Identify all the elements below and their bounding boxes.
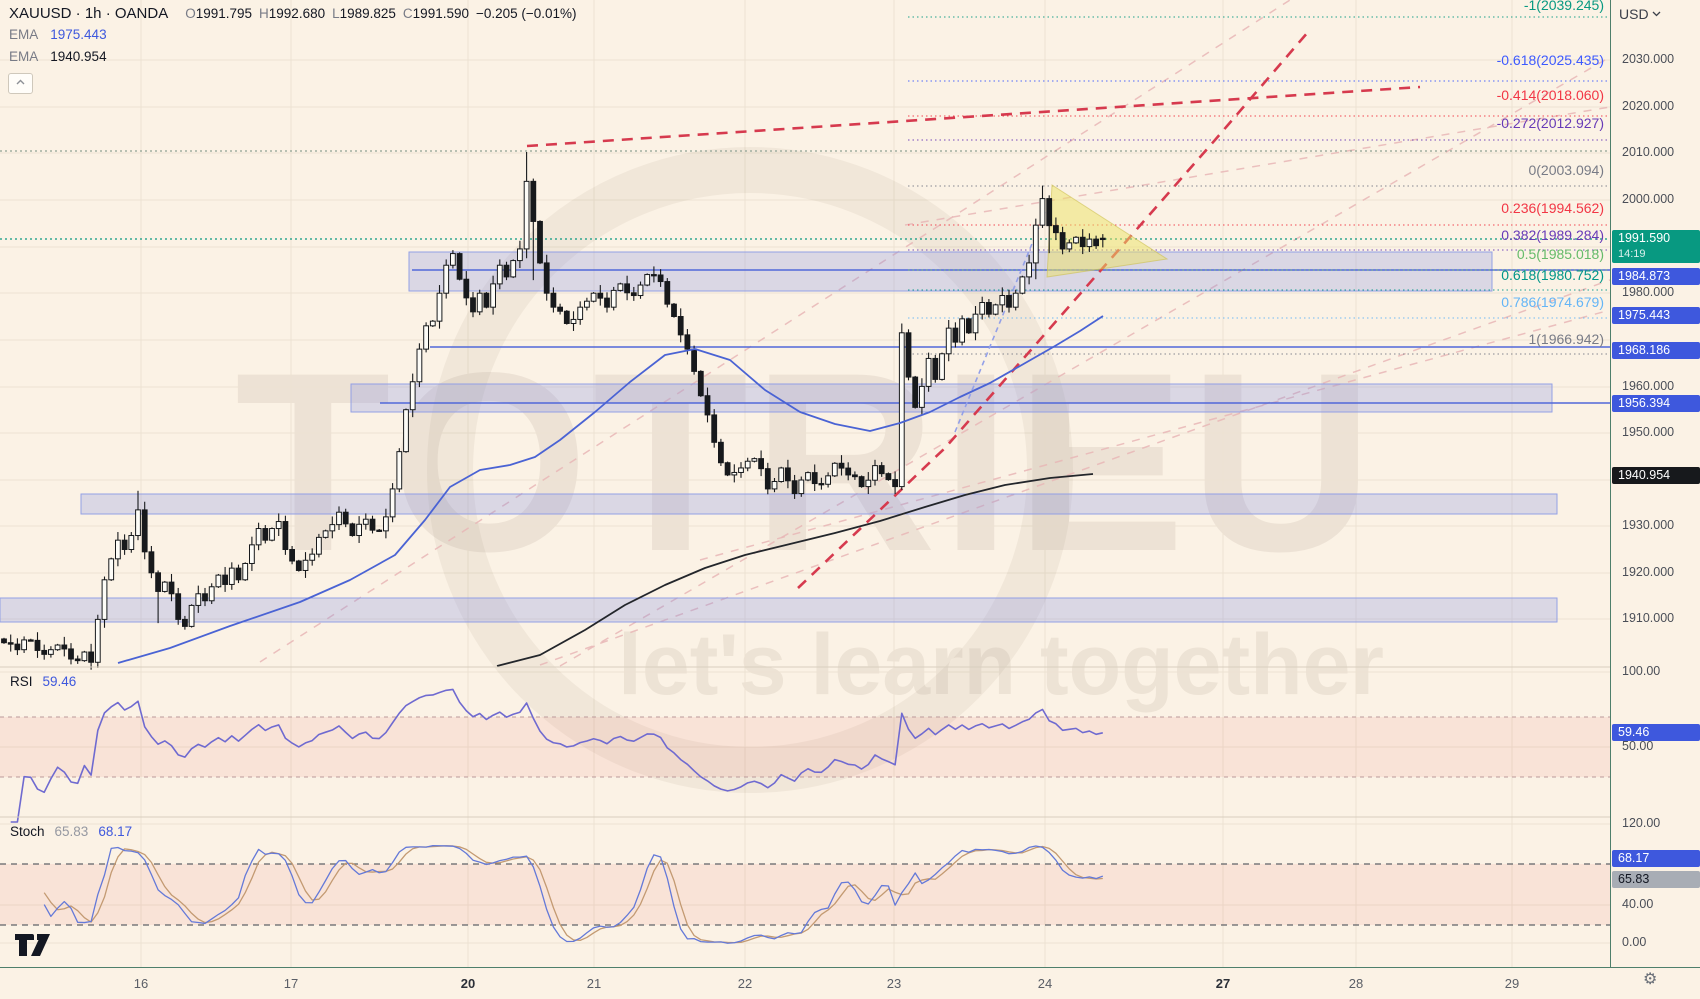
symbol-title[interactable]: XAUUSD · 1h · OANDA — [9, 5, 169, 22]
price-label: 65.83 — [1612, 871, 1700, 888]
price-scale-tick: 40.00 — [1622, 897, 1654, 911]
chevron-up-icon — [16, 79, 25, 85]
price-scale-tick: 1950.000 — [1622, 425, 1675, 439]
fib-level-label: 0.618(1980.752) — [1501, 267, 1604, 283]
price-scale-tick: 2000.000 — [1622, 192, 1675, 206]
open-key: O — [185, 6, 196, 21]
high-key: H — [259, 6, 269, 21]
fib-level-label: 0.5(1985.018) — [1516, 246, 1604, 262]
price-label: 59.46 — [1612, 724, 1700, 741]
price-label: 1984.873 — [1612, 268, 1700, 285]
price-label: 1968.186 — [1612, 342, 1700, 359]
watermark-title: TOTRIEU — [235, 320, 1378, 605]
fib-level-label: -0.272(2012.927) — [1496, 115, 1604, 131]
price-scale-tick: 50.00 — [1622, 739, 1654, 753]
price-scale-tick: 2020.000 — [1622, 99, 1675, 113]
time-axis-label: 29 — [1504, 976, 1520, 991]
symbol-legend: XAUUSD · 1h · OANDA O1991.795 H1992.680 L19… — [9, 5, 577, 66]
time-axis-label: 16 — [133, 976, 149, 991]
tradingview-logo[interactable] — [14, 931, 62, 959]
price-scale-tick: 0.00 — [1622, 935, 1647, 949]
price-scale-tick: 1920.000 — [1622, 565, 1675, 579]
close-key: C — [402, 6, 413, 21]
time-axis-label: 28 — [1348, 976, 1364, 991]
price-scale-tick: 1930.000 — [1622, 518, 1675, 532]
price-scale-tick: 120.00 — [1622, 816, 1661, 830]
currency-selector[interactable]: USD — [1619, 6, 1661, 22]
open-value: 1991.795 — [195, 6, 253, 21]
change-value: −0.205 (−0.01%) — [475, 6, 577, 21]
ema-fast-label: EMA — [9, 27, 39, 42]
time-axis-label: 17 — [283, 976, 299, 991]
price-scale-tick: 1980.000 — [1622, 285, 1675, 299]
low-value: 1989.825 — [339, 6, 396, 21]
fib-level-label: -0.618(2025.435) — [1496, 52, 1604, 68]
chevron-down-icon — [1652, 11, 1661, 17]
price-label: 1975.443 — [1612, 307, 1700, 324]
chart-canvas[interactable] — [0, 0, 1610, 967]
time-axis-label: 27 — [1215, 976, 1231, 991]
price-label: 1991.590 14:19 — [1612, 230, 1700, 263]
time-axis-label: 23 — [886, 976, 902, 991]
countdown-timer: 14:19 — [1618, 248, 1646, 260]
price-label: 1956.394 — [1612, 395, 1700, 412]
fib-level-label: 0(2003.094) — [1528, 162, 1604, 178]
time-axis-label: 21 — [586, 976, 602, 991]
ema-slow-value: 1940.954 — [50, 49, 107, 64]
low-key: L — [332, 6, 340, 21]
currency-label: USD — [1619, 6, 1649, 22]
price-scale-tick: 100.00 — [1622, 664, 1661, 678]
time-axis-label: 22 — [737, 976, 753, 991]
stoch-label: Stoch — [10, 824, 45, 839]
ema-legend-slow[interactable]: EMA 1940.954 — [9, 49, 577, 66]
time-axis[interactable]: 16 17 20 21 22 23 24 27 28 29 — [0, 967, 1700, 999]
time-axis-label: 20 — [460, 976, 476, 991]
rsi-value: 59.46 — [42, 674, 77, 689]
price-label: 1940.954 — [1612, 467, 1700, 484]
fib-level-label: -0.414(2018.060) — [1496, 87, 1604, 103]
high-value: 1992.680 — [268, 6, 326, 21]
fib-level-label: 0.382(1989.284) — [1501, 227, 1604, 243]
fib-level-label: 0.236(1994.562) — [1501, 200, 1604, 216]
ema-fast-value: 1975.443 — [50, 27, 107, 42]
collapse-legend-button[interactable] — [8, 73, 33, 94]
price-label: 68.17 — [1612, 850, 1700, 867]
stoch-k-value: 68.17 — [98, 824, 133, 839]
price-scale-tick: 1910.000 — [1622, 611, 1675, 625]
stoch-legend[interactable]: Stoch 65.83 68.17 — [10, 824, 132, 839]
settings-gear-icon[interactable]: ⚙ — [1643, 971, 1658, 988]
rsi-label: RSI — [10, 674, 33, 689]
price-scale-tick: 1960.000 — [1622, 379, 1675, 393]
price-scale-tick: 2010.000 — [1622, 145, 1675, 159]
price-scale[interactable]: 2030.000 2020.000 2010.000 2000.000 1980.000… — [1610, 0, 1700, 967]
fib-level-label: 0.786(1974.679) — [1501, 294, 1604, 310]
time-axis-label: 24 — [1037, 976, 1053, 991]
price-scale-tick: 2030.000 — [1622, 52, 1675, 66]
ema-slow-label: EMA — [9, 49, 39, 64]
ema-legend-fast[interactable]: EMA 1975.443 — [9, 27, 577, 44]
stoch-d-value: 65.83 — [54, 824, 89, 839]
fib-level-label: 1(1966.942) — [1528, 331, 1604, 347]
rsi-legend[interactable]: RSI 59.46 — [10, 674, 76, 689]
fib-level-label: -1(2039.245) — [1523, 0, 1604, 13]
watermark-subtitle: let's learn together — [618, 617, 1384, 713]
close-value: 1991.590 — [412, 6, 469, 21]
